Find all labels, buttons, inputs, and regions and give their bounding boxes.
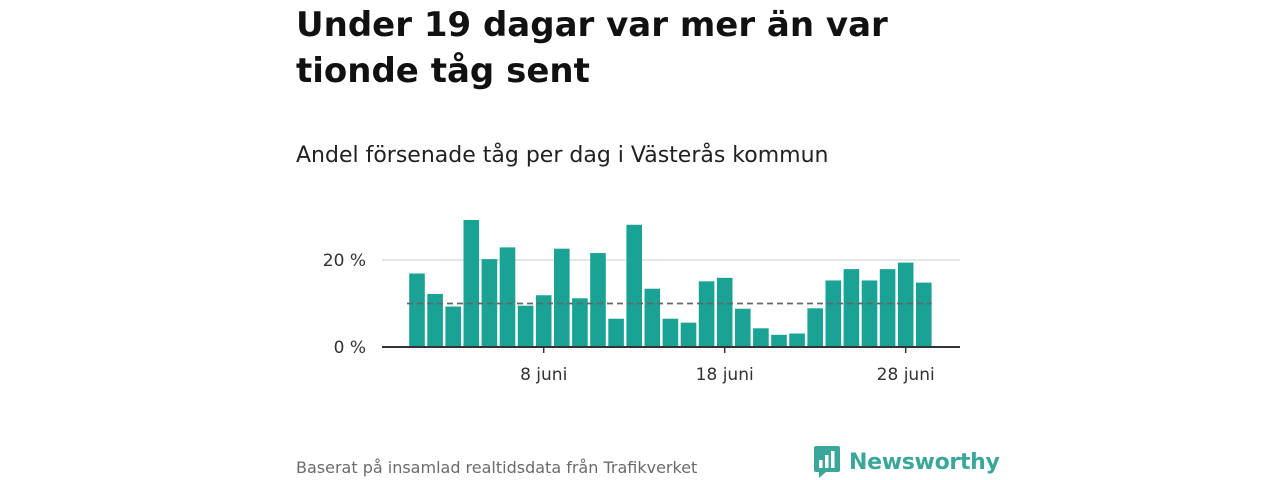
logo-text: Newsworthy: [849, 449, 1000, 475]
bar: [427, 293, 443, 347]
bar: [843, 269, 860, 347]
x-tick-label: 18 juni: [696, 365, 754, 385]
bar: [716, 277, 733, 347]
bar: [409, 273, 425, 347]
axes: 0 % 20 % 8 juni 18 juni 28 juni: [323, 251, 960, 385]
bar: [771, 334, 787, 347]
chart-subtitle: Andel försenade tåg per dag i Västerås k…: [296, 143, 829, 168]
bar: [807, 308, 823, 347]
bar: [735, 308, 751, 347]
y-tick-label: 0 %: [334, 338, 366, 358]
bar: [572, 298, 588, 347]
bar: [662, 318, 679, 347]
bars: [409, 219, 932, 347]
bar: [499, 247, 516, 347]
bar: [445, 306, 461, 347]
bar: [789, 333, 805, 347]
bar: [680, 322, 697, 347]
bar: [590, 253, 606, 347]
bar: [535, 295, 552, 347]
chart-title: Under 19 dagar var mer än var tionde tåg…: [296, 5, 888, 91]
source-note: Baserat på insamlad realtidsdata från Tr…: [296, 458, 698, 477]
bar-chart: 0 % 20 % 8 juni 18 juni 28 juni: [323, 219, 960, 385]
bar: [753, 328, 769, 347]
bar: [861, 280, 878, 347]
bar: [554, 248, 570, 347]
bar: [698, 281, 715, 347]
x-tick-label: 8 juni: [520, 365, 567, 385]
bar: [825, 280, 842, 347]
bar: [463, 219, 480, 347]
bar: [608, 318, 624, 347]
bar: [879, 269, 896, 347]
bar: [517, 305, 534, 347]
newsworthy-logo: Newsworthy: [813, 445, 1000, 479]
x-tick-label: 28 juni: [877, 365, 935, 385]
y-tick-label: 20 %: [323, 251, 366, 271]
bar: [916, 282, 932, 347]
bar-chart-speech-bubble-icon: [814, 446, 840, 478]
bar: [644, 288, 661, 347]
bar: [897, 262, 914, 347]
bar: [626, 224, 642, 347]
